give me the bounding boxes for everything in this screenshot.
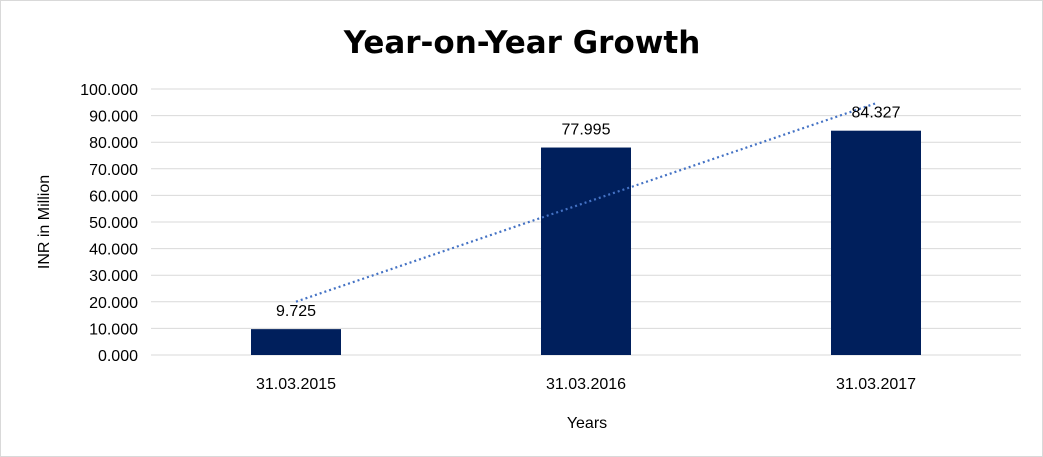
x-axis-label: Years [567, 415, 607, 432]
data-label: 9.725 [276, 303, 316, 320]
x-axis-ticks: 31.03.2015 31.03.2016 31.03.2017 [256, 376, 916, 393]
trendline-path [295, 102, 877, 303]
y-tick-label: 100.000 [80, 82, 138, 99]
y-tick-label: 80.000 [89, 135, 138, 152]
data-labels: 9.725 77.995 84.327 [276, 105, 901, 320]
y-tick-label: 10.000 [89, 321, 138, 338]
data-label: 77.995 [562, 122, 611, 139]
trendline [295, 102, 877, 303]
bar [251, 329, 341, 355]
y-tick-label: 90.000 [89, 109, 138, 126]
x-tick-label: 31.03.2017 [836, 376, 916, 393]
y-tick-label: 50.000 [89, 215, 138, 232]
y-tick-label: 70.000 [89, 162, 138, 179]
y-axis-label: INR in Million [36, 175, 53, 269]
x-tick-label: 31.03.2015 [256, 376, 336, 393]
bar [541, 147, 631, 355]
y-tick-label: 30.000 [89, 268, 138, 285]
bars [251, 130, 921, 355]
x-tick-label: 31.03.2016 [546, 376, 626, 393]
data-label: 84.327 [852, 105, 901, 122]
y-tick-label: 60.000 [89, 188, 138, 205]
chart-title: Year-on-Year Growth [343, 25, 701, 61]
y-tick-label: 0.000 [98, 348, 138, 365]
y-axis-ticks: 0.000 10.000 20.000 30.000 40.000 50.000 60.00… [80, 82, 138, 365]
bar [831, 130, 921, 355]
y-tick-label: 20.000 [89, 295, 138, 312]
y-tick-label: 40.000 [89, 242, 138, 259]
